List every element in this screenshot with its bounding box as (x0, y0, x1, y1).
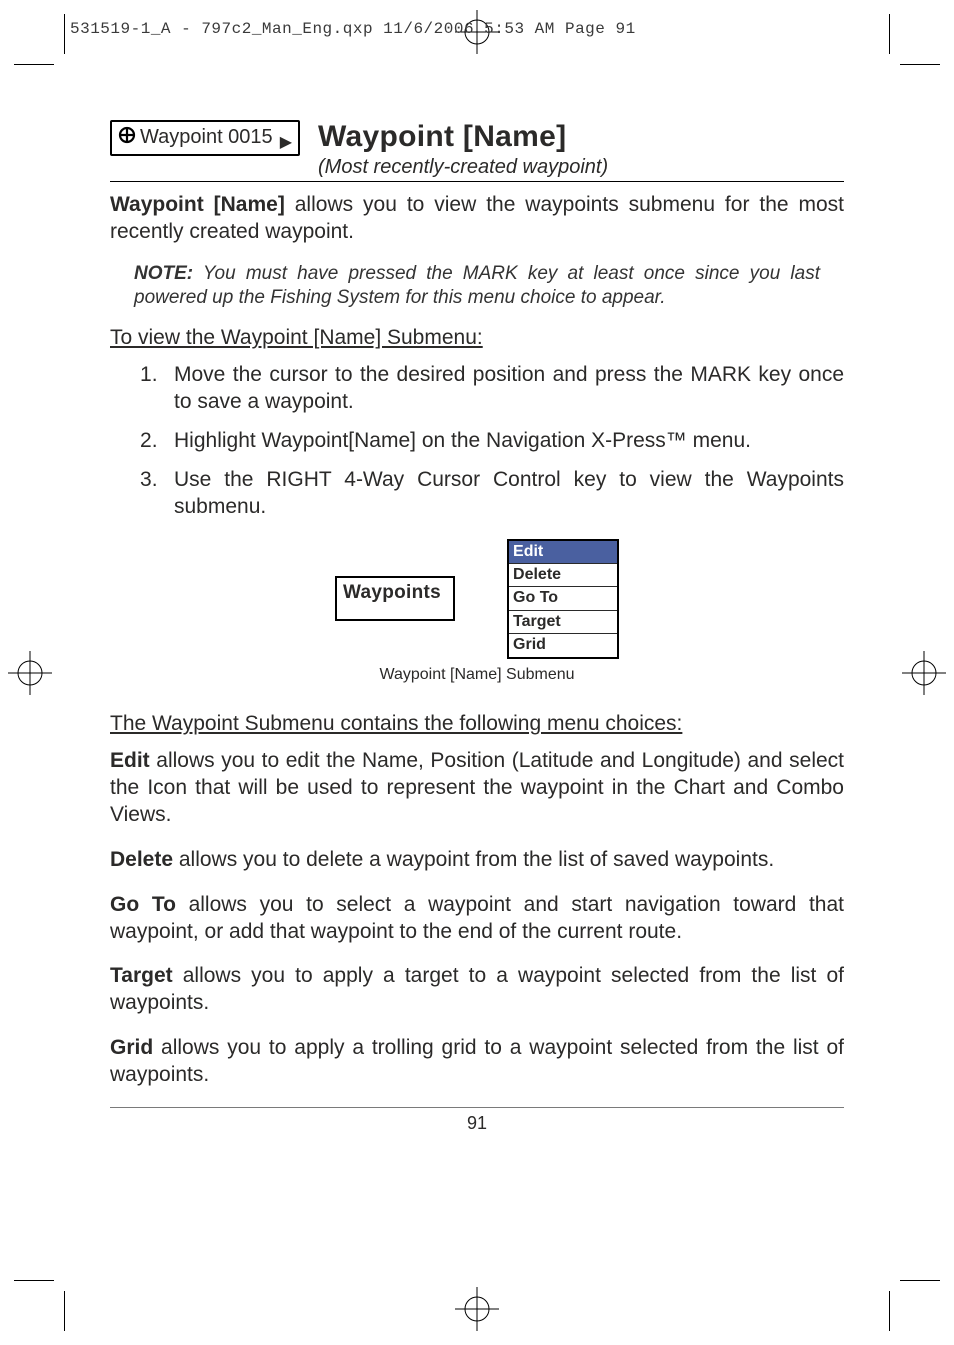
submenu-arrow-icon: ▶ (280, 132, 292, 152)
waypoints-box: Waypoints (335, 576, 455, 621)
crop-mark (64, 1291, 65, 1331)
crop-mark (900, 64, 940, 65)
submenu-item: Grid (509, 634, 617, 656)
waypoint-title-box: Waypoint 0015 ▶ (110, 120, 300, 156)
def-text: allows you to select a waypoint and star… (110, 893, 844, 943)
definitions: Edit allows you to edit the Name, Positi… (110, 748, 844, 1089)
crop-mark (900, 1280, 940, 1281)
submenu-item: Edit (509, 541, 617, 564)
submenu-item: Delete (509, 564, 617, 587)
lead-paragraph: Waypoint [Name] allows you to view the w… (110, 192, 844, 246)
def-term: Delete (110, 848, 173, 871)
registration-mark-right (902, 651, 946, 695)
def-term: Target (110, 964, 173, 987)
print-job-header: 531519-1_A - 797c2_Man_Eng.qxp 11/6/2006… (70, 20, 636, 38)
footer-rule (110, 1107, 844, 1108)
def-goto: Go To allows you to select a waypoint an… (110, 892, 844, 946)
def-grid: Grid allows you to apply a trolling grid… (110, 1035, 844, 1089)
note-rest: You must have pressed the MARK key at le… (134, 263, 820, 308)
figure-caption: Waypoint [Name] Submenu (110, 665, 844, 685)
steps-list: Move the cursor to the desired position … (140, 362, 844, 520)
registration-mark-bottom (455, 1287, 499, 1331)
title-row: Waypoint 0015 ▶ Waypoint [Name] (Most re… (110, 120, 844, 179)
crop-mark (64, 14, 65, 54)
step-item: Use the RIGHT 4-Way Cursor Control key t… (140, 467, 844, 521)
steps-heading: To view the Waypoint [Name] Submenu: (110, 325, 844, 352)
lead-bold: Waypoint [Name] (110, 193, 285, 216)
def-edit: Edit allows you to edit the Name, Positi… (110, 748, 844, 829)
page-number: 91 (110, 1112, 844, 1135)
crop-mark (889, 1291, 890, 1331)
crop-mark (14, 1280, 54, 1281)
page-title: Waypoint [Name] (318, 120, 844, 154)
def-target: Target allows you to apply a target to a… (110, 963, 844, 1017)
def-term: Grid (110, 1036, 153, 1059)
def-text: allows you to apply a target to a waypoi… (110, 964, 844, 1014)
step-item: Highlight Waypoint[Name] on the Navigati… (140, 428, 844, 455)
def-delete: Delete allows you to delete a waypoint f… (110, 847, 844, 874)
submenu-figure: Waypoints Edit Delete Go To Target Grid (110, 539, 844, 659)
def-text: allows you to edit the Name, Position (L… (110, 749, 844, 826)
submenu-menu: Edit Delete Go To Target Grid (507, 539, 619, 659)
note-paragraph: NOTE: You must have pressed the MARK key… (134, 262, 820, 310)
waypoint-pin-icon (118, 126, 136, 148)
submenu-item: Go To (509, 587, 617, 610)
submenu-item: Target (509, 611, 617, 634)
choices-heading: The Waypoint Submenu contains the follow… (110, 711, 844, 738)
crop-mark (14, 64, 54, 65)
page-content: Waypoint 0015 ▶ Waypoint [Name] (Most re… (110, 120, 844, 1135)
def-term: Edit (110, 749, 150, 772)
def-text: allows you to apply a trolling grid to a… (110, 1036, 844, 1086)
def-text: allows you to delete a waypoint from the… (173, 848, 774, 871)
step-item: Move the cursor to the desired position … (140, 362, 844, 416)
def-term: Go To (110, 893, 176, 916)
note-bold: NOTE: (134, 263, 193, 284)
crop-mark (889, 14, 890, 54)
registration-mark-left (8, 651, 52, 695)
title-rule (110, 181, 844, 182)
page-subtitle: (Most recently-created waypoint) (318, 156, 844, 179)
waypoint-title-box-text: Waypoint 0015 (140, 127, 273, 147)
